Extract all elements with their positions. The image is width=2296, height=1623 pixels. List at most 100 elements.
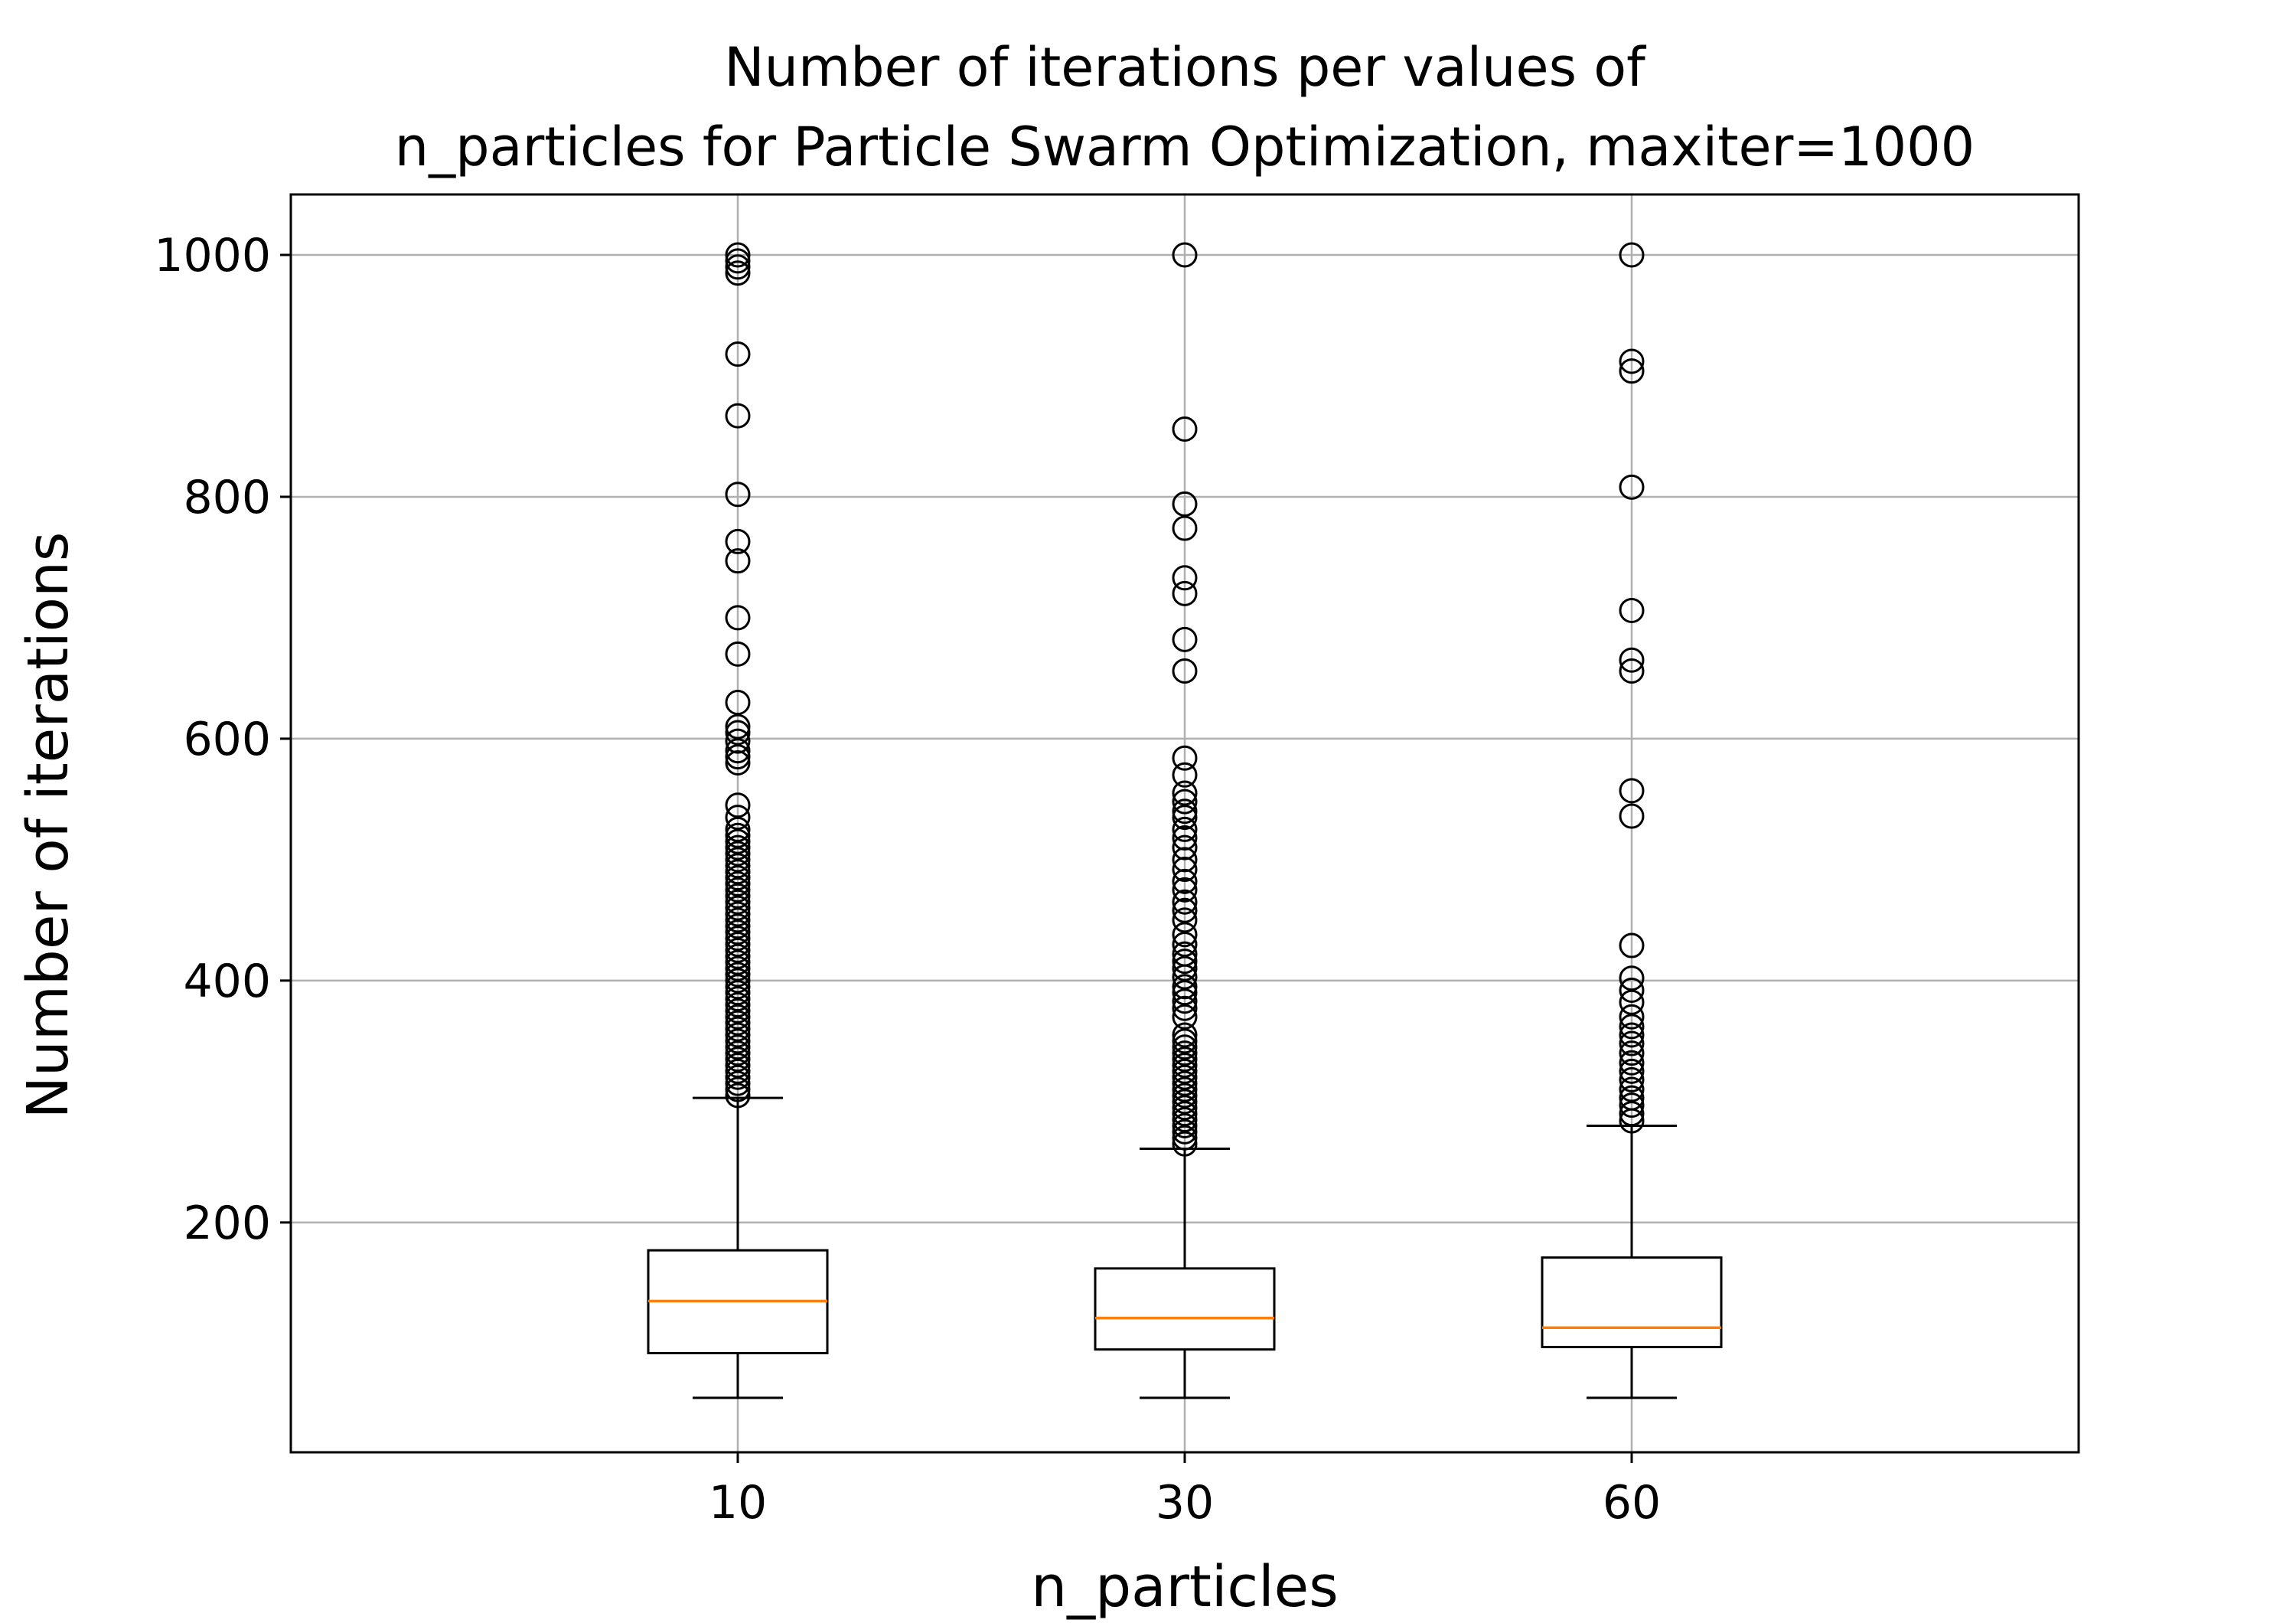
flier-point (725, 1070, 751, 1096)
flier-point (1172, 980, 1198, 1006)
flier-point (725, 937, 751, 963)
flier-point (1172, 1070, 1198, 1096)
flier-point (725, 949, 751, 975)
flier-point (1619, 647, 1645, 673)
flier-point (1172, 658, 1198, 684)
flier-point (1619, 989, 1645, 1015)
flier-point (1172, 1022, 1198, 1048)
flier-point (725, 738, 751, 764)
flier-point (1619, 1092, 1645, 1118)
flier-point (725, 883, 751, 909)
y-tick-label: 600 (183, 713, 271, 766)
flier-point (1172, 1047, 1198, 1073)
flier-point (725, 1028, 751, 1054)
y-tick-label: 400 (183, 955, 271, 1008)
flier-point (1619, 1014, 1645, 1040)
flier-point (1172, 889, 1198, 915)
flier-point (1172, 1028, 1198, 1054)
flier-point (725, 1016, 751, 1042)
flier-point (725, 870, 751, 896)
flier-point (725, 1083, 751, 1109)
flier-point (725, 482, 751, 508)
flier-point (1172, 565, 1198, 591)
flier-point (1172, 416, 1198, 442)
flier-point (1172, 847, 1198, 873)
flier-point (1172, 974, 1198, 1000)
flier-point (725, 991, 751, 1017)
flier-point (725, 242, 751, 268)
flier-point (725, 968, 751, 994)
flier-point (725, 605, 751, 631)
flier-point (725, 548, 751, 574)
flier-point (1172, 1064, 1198, 1090)
flier-point (725, 931, 751, 957)
flier-point (1619, 242, 1645, 268)
chart-title-line2: n_particles for Particle Swarm Optimizat… (395, 116, 1975, 178)
flier-point (725, 822, 751, 848)
box-group-30 (1094, 1147, 1276, 1399)
fliers-30 (1172, 242, 1198, 1157)
y-tick-label: 800 (183, 471, 271, 524)
flier-point (1619, 1022, 1645, 1048)
flier-point (725, 714, 751, 740)
flier-point (1172, 1058, 1198, 1084)
flier-point (725, 341, 751, 367)
flier-point (725, 889, 751, 915)
flier-point (725, 254, 751, 280)
y-tick-label: 200 (183, 1197, 271, 1250)
flier-point (725, 974, 751, 1000)
flier-point (1619, 778, 1645, 804)
flier-point (1619, 474, 1645, 500)
flier-point (725, 998, 751, 1024)
flier-point (725, 744, 751, 770)
flier-point (725, 1058, 751, 1084)
flier-point (1172, 955, 1198, 981)
flier-point (1172, 1076, 1198, 1102)
flier-point (1619, 358, 1645, 384)
flier-point (1172, 995, 1198, 1021)
flier-point (1172, 825, 1198, 851)
flier-point (725, 859, 751, 885)
flier-point (1172, 834, 1198, 860)
flier-point (1619, 1030, 1645, 1056)
fliers-60 (1619, 242, 1645, 1134)
flier-point (725, 943, 751, 969)
flier-point (1619, 658, 1645, 684)
flier-point (725, 847, 751, 873)
flier-layer (725, 242, 1645, 1157)
flier-point (725, 403, 751, 429)
y-axis-label: Number of iterations (15, 532, 81, 1119)
flier-point (1172, 964, 1198, 990)
flier-point (1172, 580, 1198, 606)
flier-point (725, 1022, 751, 1048)
flier-point (1172, 1034, 1198, 1060)
flier-point (725, 1040, 751, 1066)
flier-point (725, 980, 751, 1006)
flier-point (725, 828, 751, 854)
flier-point (725, 919, 751, 945)
flier-point (1619, 1040, 1645, 1066)
flier-point (725, 865, 751, 891)
flier-point (1172, 922, 1198, 948)
flier-point (1172, 816, 1198, 842)
flier-point (725, 641, 751, 667)
flier-point (1172, 745, 1198, 771)
flier-point (1619, 348, 1645, 374)
flier-point (725, 1010, 751, 1036)
x-tick-label: 30 (1156, 1476, 1214, 1530)
flier-point (725, 907, 751, 933)
flier-point (725, 877, 751, 903)
flier-point (725, 1047, 751, 1073)
flier-point (725, 690, 751, 716)
flier-point (1172, 1131, 1198, 1157)
flier-point (725, 841, 751, 867)
flier-point (725, 913, 751, 939)
flier-point (1172, 780, 1198, 806)
flier-point (1619, 1004, 1645, 1030)
flier-point (1172, 907, 1198, 933)
flier-point (1172, 491, 1198, 517)
iqr-box (1541, 1256, 1723, 1349)
flier-point (1172, 515, 1198, 541)
flier-point (725, 834, 751, 860)
flier-point (1619, 1076, 1645, 1102)
